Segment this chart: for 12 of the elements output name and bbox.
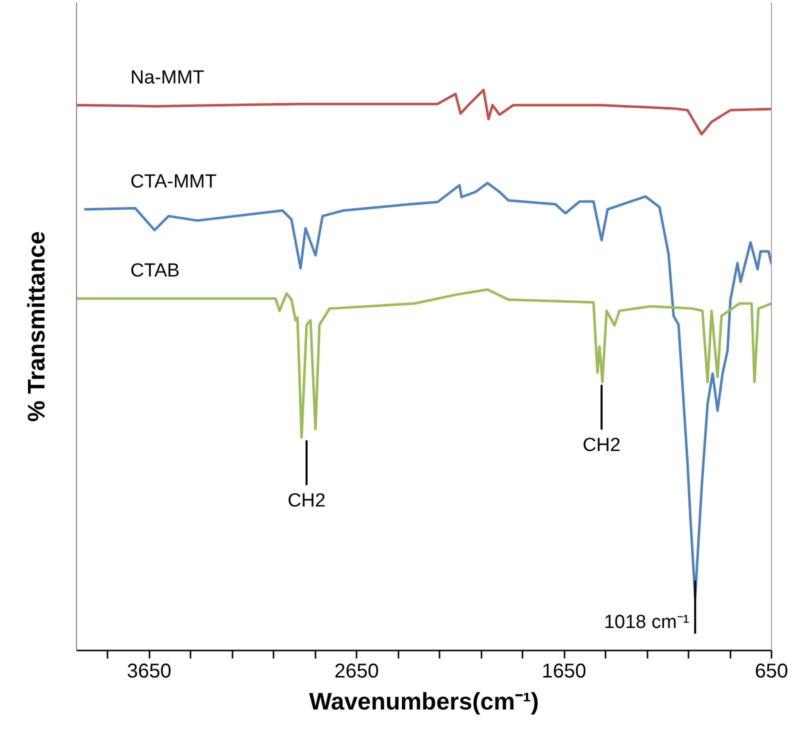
annotation: 1018 cm⁻¹ (604, 612, 690, 633)
series-label: CTAB (130, 260, 180, 282)
x-tick-label: 2650 (334, 660, 379, 682)
series-label: Na-MMT (130, 67, 205, 88)
x-tick-label: 3650 (126, 660, 172, 682)
x-axis-title: Wavenumbers(cm⁻¹) (309, 688, 539, 716)
annotation: CH2 (582, 435, 621, 456)
series-label: CTA-MMT (130, 172, 217, 193)
annotation: CH2 (288, 490, 326, 512)
x-tick-label: 650 (754, 660, 788, 682)
y-axis-title: % Transmittance (24, 231, 50, 422)
x-tick-label: 1650 (542, 660, 586, 682)
